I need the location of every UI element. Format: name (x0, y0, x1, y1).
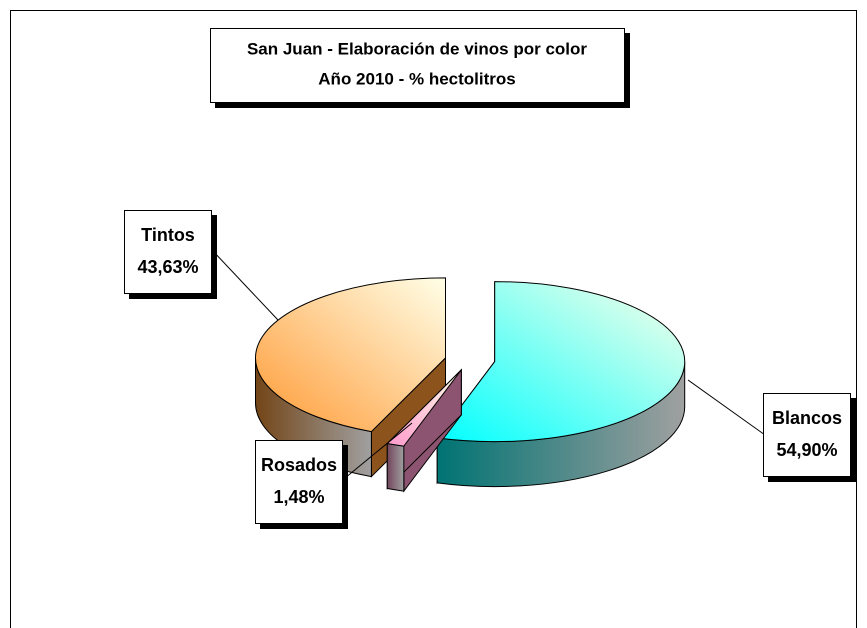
leader-line (344, 422, 413, 479)
pie (255, 277, 686, 493)
slice-wall (386, 442, 405, 492)
label-value: 54,90% (776, 440, 837, 460)
leader-line (211, 249, 279, 321)
chart-subtitle: Año 2010 - % hectolitros (318, 69, 515, 88)
label-value: 43,63% (137, 257, 198, 277)
labels: Blancos 54,90% Rosados 1,48% Tintos 43,63% (124, 210, 856, 529)
label-category: Blancos (772, 408, 842, 428)
label-box (763, 393, 851, 477)
leader-line (687, 379, 766, 436)
slice-top (436, 281, 686, 443)
label-box (124, 210, 212, 294)
label-category: Tintos (141, 225, 195, 245)
label-category: Rosados (261, 455, 337, 475)
label-value: 1,48% (273, 487, 324, 507)
slice-top (255, 277, 446, 433)
chart-title: San Juan - Elaboración de vinos por colo… (247, 39, 587, 58)
label-box (255, 440, 343, 524)
title-box (210, 28, 625, 103)
